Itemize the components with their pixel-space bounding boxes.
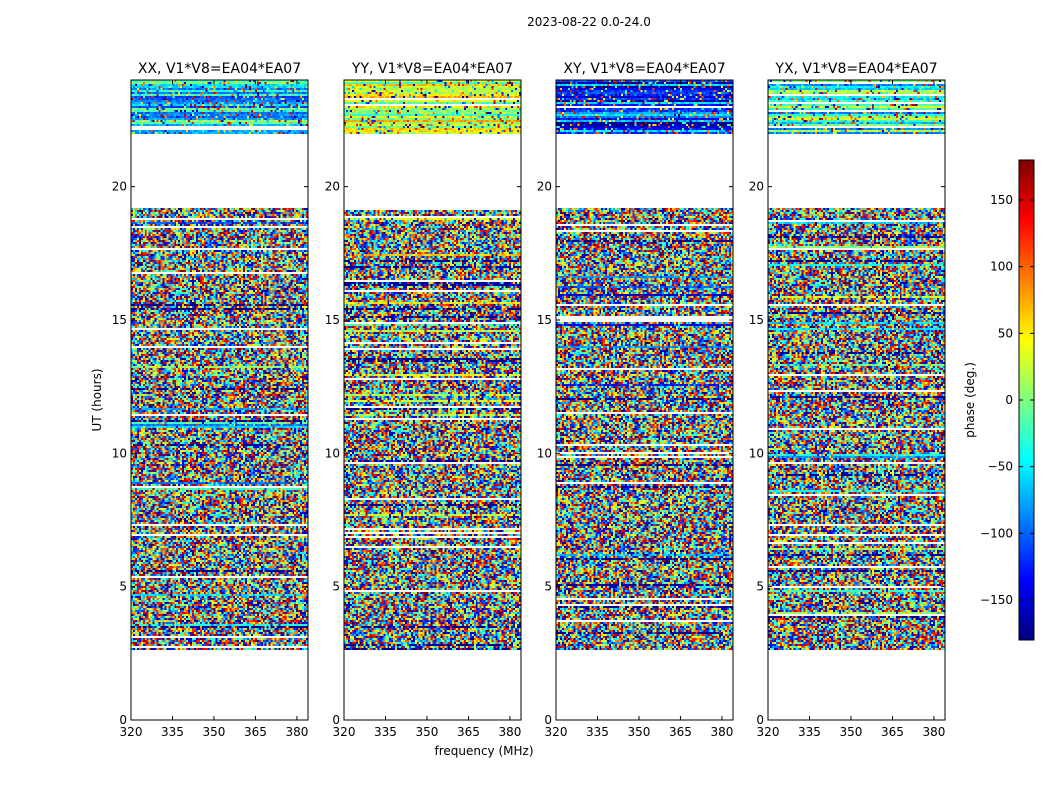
axes-frame: [555, 79, 734, 721]
x-tick-label: 380: [498, 725, 521, 739]
x-tick-label: 350: [628, 725, 651, 739]
colorbar-tick-label: −100: [980, 526, 1013, 540]
y-tick-label: 0: [544, 713, 552, 727]
axes-frame: [767, 79, 946, 721]
y-tick-label: 0: [332, 713, 340, 727]
x-tick-label: 380: [285, 725, 308, 739]
y-tick-label: 5: [756, 580, 764, 594]
x-tick-label: 320: [545, 725, 568, 739]
y-tick-label: 5: [544, 580, 552, 594]
y-tick-label: 0: [119, 713, 127, 727]
panel-title: YY, V1*V8=EA04*EA07: [351, 61, 513, 77]
x-tick-label: 365: [881, 725, 904, 739]
x-tick-label: 320: [333, 725, 356, 739]
y-tick-label: 15: [112, 313, 127, 327]
colorbar: 150 100 50 0 −50 −100 −150 phase (deg.): [963, 159, 1035, 641]
y-tick-label: 15: [749, 313, 764, 327]
colorbar-tick-label: 50: [998, 326, 1013, 340]
y-tick-label: 15: [537, 313, 552, 327]
heatmap-panel-1: XX, V1*V8=EA04*EA07 320 335 350 365 380 0 5 10 15…: [112, 61, 309, 739]
colorbar-tick-label: −150: [980, 593, 1013, 607]
panel-title: XX, V1*V8=EA04*EA07: [138, 61, 301, 77]
heatmap-panel-3: XY, V1*V8=EA04*EA07 320 335 350 365 380 0 5 10 15…: [537, 61, 734, 739]
y-tick-label: 10: [325, 446, 340, 460]
x-tick-label: 335: [374, 725, 397, 739]
x-tick-label: 335: [798, 725, 821, 739]
panel-title: YX, V1*V8=EA04*EA07: [774, 61, 937, 77]
heatmap-image: [768, 80, 945, 720]
y-tick-label: 20: [537, 180, 552, 194]
x-tick-label: 350: [840, 725, 863, 739]
colorbar-label: phase (deg.): [963, 362, 977, 438]
figure-suptitle: 2023-08-22 0.0-24.0: [527, 15, 651, 29]
x-tick-label: 350: [416, 725, 439, 739]
axes-frame: [343, 79, 522, 721]
colorbar-tick-label: −50: [988, 460, 1013, 474]
heatmap-image: [556, 80, 733, 720]
x-tick-label: 320: [757, 725, 780, 739]
y-tick-label: 10: [749, 446, 764, 460]
x-tick-label: 380: [922, 725, 945, 739]
y-tick-label: 10: [112, 446, 127, 460]
heatmap-panels: XX, V1*V8=EA04*EA07 320 335 350 365 380 0 5 10 15…: [112, 61, 946, 739]
y-tick-label: 5: [332, 580, 340, 594]
y-tick-label: 20: [749, 180, 764, 194]
x-tick-label: 335: [161, 725, 184, 739]
y-tick-label: 20: [112, 180, 127, 194]
y-tick-label: 0: [756, 713, 764, 727]
colorbar-tick-label: 0: [1005, 393, 1013, 407]
y-tick-label: 5: [119, 580, 127, 594]
y-axis-label: UT (hours): [90, 368, 104, 431]
y-tick-label: 10: [537, 446, 552, 460]
x-tick-label: 365: [457, 725, 480, 739]
x-tick-label: 350: [203, 725, 226, 739]
x-axis-label: frequency (MHz): [434, 744, 533, 758]
colorbar-tick-label: 150: [990, 193, 1013, 207]
axes-frame: [130, 79, 309, 721]
x-tick-label: 365: [244, 725, 267, 739]
colorbar-tick-label: 100: [990, 260, 1013, 274]
heatmap-panel-2: YY, V1*V8=EA04*EA07 320 335 350 365 380 0 5 10 15…: [325, 61, 522, 739]
x-tick-label: 365: [669, 725, 692, 739]
x-tick-label: 320: [120, 725, 143, 739]
heatmap-image: [344, 80, 521, 720]
panel-title: XY, V1*V8=EA04*EA07: [563, 61, 725, 77]
x-tick-label: 335: [586, 725, 609, 739]
heatmap-panel-4: YX, V1*V8=EA04*EA07 320 335 350 365 380 0 5 10 15…: [749, 61, 946, 739]
y-tick-label: 15: [325, 313, 340, 327]
heatmap-image: [131, 80, 308, 720]
y-tick-label: 20: [325, 180, 340, 194]
x-tick-label: 380: [710, 725, 733, 739]
